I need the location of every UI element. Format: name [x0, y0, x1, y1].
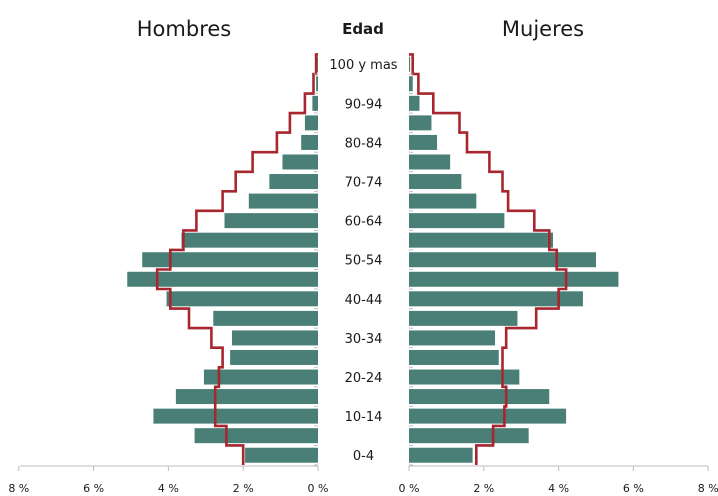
age-label: 50-54: [345, 254, 383, 269]
bar-hombres-0-4: [245, 447, 318, 463]
bar-mujeres-0-4: [409, 447, 473, 463]
bar-hombres-90-94: [312, 95, 318, 111]
bar-hombres-75-79: [282, 154, 318, 170]
bar-mujeres-30-34: [409, 330, 496, 346]
bar-mujeres-55-59: [409, 232, 553, 248]
x-tick-label-right: 4 %: [548, 482, 569, 495]
bar-hombres-35-39: [213, 310, 318, 326]
bar-mujeres-45-49: [409, 271, 619, 287]
bar-mujeres-60-64: [409, 213, 505, 229]
bar-hombres-5-9: [194, 428, 318, 444]
left-bars-group: [127, 56, 318, 463]
bar-mujeres-65-69: [409, 193, 477, 209]
bar-mujeres-20-24: [409, 369, 520, 385]
bar-mujeres-70-74: [409, 174, 462, 190]
bar-mujeres-85-89: [409, 115, 432, 131]
bar-mujeres-10-14: [409, 408, 567, 424]
age-label: 20-24: [345, 371, 383, 386]
bar-mujeres-80-84: [409, 134, 438, 150]
age-label: 100 y mas: [329, 58, 397, 73]
bar-hombres-55-59: [181, 232, 318, 248]
right-title: Mujeres: [502, 17, 584, 41]
bar-mujeres-95-99: [409, 76, 413, 92]
outline-hombres: [155, 53, 318, 465]
bar-hombres-10-14: [153, 408, 318, 424]
bar-mujeres-25-29: [409, 349, 499, 365]
bar-mujeres-50-54: [409, 252, 596, 268]
age-label: 80-84: [345, 136, 383, 151]
bar-hombres-100 y mas: [317, 56, 318, 72]
left-title: Hombres: [137, 17, 231, 41]
x-tick-label-left: 0 %: [308, 482, 329, 495]
bar-mujeres-90-94: [409, 95, 420, 111]
outline-mujeres: [409, 53, 568, 465]
bar-hombres-95-99: [316, 76, 318, 92]
x-tick-label-left: 8 %: [8, 482, 29, 495]
x-tick-label-left: 2 %: [233, 482, 254, 495]
bar-hombres-45-49: [127, 271, 318, 287]
bar-hombres-60-64: [224, 213, 318, 229]
age-label: 30-34: [345, 332, 383, 347]
bar-hombres-15-19: [175, 389, 318, 405]
x-tick-label-right: 8 %: [698, 482, 718, 495]
age-label: 40-44: [345, 293, 383, 308]
x-tick-label-left: 6 %: [83, 482, 104, 495]
x-tick-label-left: 4 %: [158, 482, 179, 495]
bar-mujeres-40-44: [409, 291, 583, 307]
outlines-group: [155, 53, 568, 465]
x-tick-label-right: 6 %: [623, 482, 644, 495]
bar-hombres-70-74: [269, 174, 318, 190]
bar-hombres-20-24: [203, 369, 318, 385]
bar-hombres-80-84: [301, 134, 318, 150]
age-label: 0-4: [353, 449, 374, 464]
bar-mujeres-100 y mas: [409, 56, 411, 72]
age-label: 60-64: [345, 215, 383, 230]
bar-mujeres-15-19: [409, 389, 550, 405]
bar-hombres-40-44: [166, 291, 318, 307]
bar-mujeres-75-79: [409, 154, 451, 170]
axes-group: 8 % 6 % 4 % 2 % 0 % 0 % 2 % 4 % 6 % 8 %: [8, 465, 718, 495]
age-axis-title: Edad: [342, 20, 384, 38]
right-bars-group: [409, 56, 619, 463]
bar-hombres-30-34: [231, 330, 318, 346]
bar-hombres-25-29: [230, 349, 318, 365]
x-tick-label-right: 0 %: [399, 482, 420, 495]
bar-hombres-50-54: [142, 252, 318, 268]
age-label: 90-94: [345, 97, 383, 112]
age-label: 70-74: [345, 176, 383, 191]
bar-hombres-85-89: [304, 115, 318, 131]
age-label: 10-14: [345, 410, 383, 425]
age-labels-group: 0-4 10-14 20-24 30-34 40-44 50-54 60-64 70-74 80…: [314, 58, 413, 466]
bar-hombres-65-69: [248, 193, 318, 209]
x-tick-label-right: 2 %: [473, 482, 494, 495]
bar-mujeres-5-9: [409, 428, 529, 444]
bar-mujeres-35-39: [409, 310, 518, 326]
